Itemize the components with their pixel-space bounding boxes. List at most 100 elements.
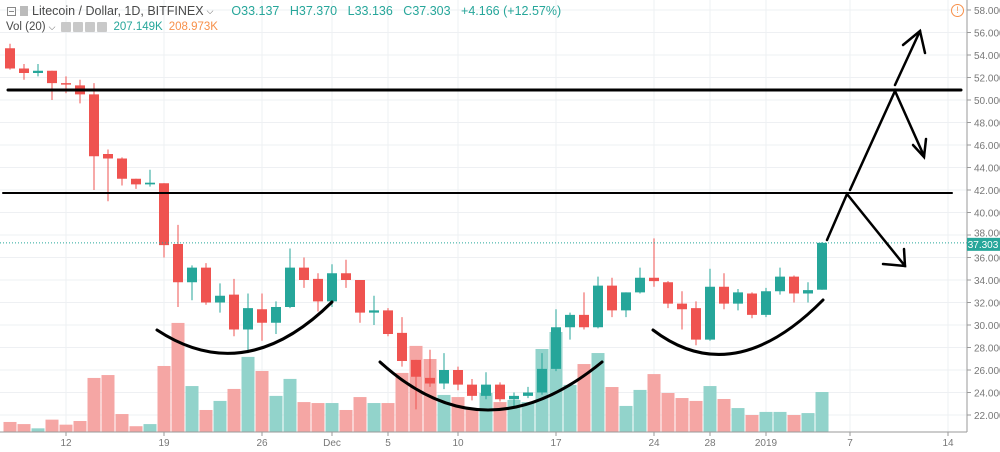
candle[interactable] [481, 372, 491, 400]
candle[interactable] [383, 308, 393, 337]
drawn-arc-right-shoulder[interactable] [651, 298, 825, 356]
candle[interactable] [145, 169, 155, 187]
volume-bar [675, 398, 689, 432]
volume-bar [493, 402, 507, 432]
candle-body [201, 267, 211, 303]
candle[interactable] [47, 70, 57, 100]
price-tick-label: 48.000 [974, 119, 1000, 130]
candle[interactable] [439, 353, 449, 390]
candle[interactable] [201, 263, 211, 305]
drawn-arc-head[interactable] [378, 360, 604, 412]
candle-body [131, 178, 141, 185]
chevron-down-icon[interactable]: ⌵ [206, 5, 214, 16]
candle[interactable] [19, 64, 29, 80]
price-axis[interactable]: 58.000 56.000 54.000 52.000 50.000 48.000 46.0… [967, 6, 1000, 422]
candle[interactable] [733, 289, 743, 311]
volume-bar [591, 353, 605, 432]
volume-bar [129, 426, 143, 432]
candle[interactable] [187, 265, 197, 301]
candle[interactable] [719, 273, 729, 310]
candle[interactable] [663, 281, 673, 309]
high-value: H37.370 [289, 4, 338, 18]
drawn-arrow-path-2[interactable] [848, 87, 926, 192]
candle[interactable] [565, 312, 575, 340]
arrowhead-icon [911, 137, 928, 160]
candle[interactable] [649, 238, 659, 287]
candle[interactable] [789, 275, 799, 303]
candle-body [173, 244, 183, 283]
candle[interactable] [509, 392, 519, 408]
drawn-arc-left-shoulder[interactable] [155, 300, 334, 355]
candle[interactable] [425, 349, 435, 387]
candle[interactable] [467, 379, 477, 401]
collapse-icon[interactable] [7, 6, 16, 16]
candle[interactable] [243, 293, 253, 354]
candle[interactable] [89, 83, 99, 190]
candle[interactable] [607, 277, 617, 318]
candle[interactable] [705, 268, 715, 341]
candle[interactable] [355, 280, 365, 323]
candle[interactable] [453, 366, 463, 391]
candle[interactable] [5, 43, 15, 70]
candle[interactable] [775, 267, 785, 295]
candle-body [593, 285, 603, 328]
volume-bar [633, 389, 647, 432]
candle-body [551, 327, 561, 369]
volume-indicator-label[interactable]: Vol (20) [6, 21, 46, 33]
candle-body [327, 273, 337, 302]
symbol-title[interactable]: Litecoin / Dollar, 1D, BITFINEX [32, 4, 204, 18]
close-icon[interactable] [97, 22, 108, 32]
candle[interactable] [537, 353, 547, 395]
candle[interactable] [257, 293, 267, 341]
candle[interactable] [397, 317, 407, 367]
volume-bar [255, 370, 269, 432]
candle[interactable] [761, 287, 771, 318]
candle[interactable] [579, 292, 589, 330]
candle[interactable] [523, 386, 533, 399]
warning-icon[interactable]: ! [951, 4, 964, 17]
candle[interactable] [817, 242, 827, 290]
candle[interactable] [495, 382, 505, 402]
add-icon[interactable] [85, 22, 96, 32]
candle[interactable] [173, 224, 183, 307]
candle[interactable] [229, 278, 239, 337]
drawings[interactable] [2, 28, 963, 412]
candle[interactable] [635, 267, 645, 294]
settings-icon[interactable] [73, 22, 84, 32]
candle[interactable] [691, 301, 701, 346]
candle[interactable] [285, 248, 295, 309]
chevron-down-icon[interactable]: ⌵ [48, 21, 56, 32]
candle[interactable] [131, 178, 141, 189]
candle[interactable] [621, 292, 631, 318]
candle[interactable] [677, 291, 687, 330]
time-tick-label: 12 [60, 438, 72, 449]
volume-bar [31, 428, 45, 432]
candle[interactable] [271, 301, 281, 334]
candle[interactable] [117, 157, 127, 186]
candle[interactable] [215, 283, 225, 313]
candle[interactable] [341, 259, 351, 288]
candle[interactable] [369, 295, 379, 325]
drawn-arrow-up[interactable] [893, 29, 922, 87]
candle[interactable] [33, 64, 43, 77]
volume-bar [479, 393, 493, 432]
volume-bar [815, 392, 829, 432]
svg-text:37.303: 37.303 [968, 240, 999, 251]
time-axis[interactable]: 12 19 26 Dec 5 10 17 24 28 2019 7 14 [60, 432, 954, 449]
candle[interactable] [803, 282, 813, 303]
volume-bar [689, 400, 703, 432]
candle[interactable] [327, 264, 337, 307]
close-value: C37.303 [403, 4, 451, 18]
candle[interactable] [411, 359, 421, 410]
candle[interactable] [159, 183, 169, 258]
candle[interactable] [593, 276, 603, 329]
drawn-arrow-path-1[interactable] [825, 191, 907, 268]
candle[interactable] [313, 273, 323, 312]
candle[interactable] [747, 292, 757, 319]
candle[interactable] [551, 309, 561, 372]
eye-icon[interactable] [61, 22, 72, 32]
candle-body [383, 310, 393, 334]
volume-value: 207.149K [113, 21, 163, 33]
candle[interactable] [299, 257, 309, 288]
